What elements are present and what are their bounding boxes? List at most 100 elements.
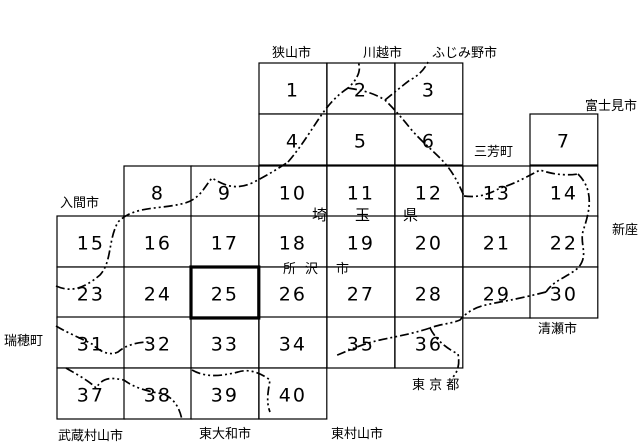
sheet-number-20: 20 [415,233,443,255]
place-musashimurayama: 武蔵村山市 [58,428,123,444]
overlay-tokoro: 所 [283,262,296,277]
sheet-cell-20[interactable] [394,215,464,268]
sheet-cell-24[interactable] [123,266,193,319]
sheet-number-7: 7 [557,131,571,153]
sheet-number-27: 27 [347,284,375,306]
sheet-cell-8[interactable] [123,165,193,218]
place-niiza: 新座 [612,222,638,238]
sheet-number-34: 34 [279,334,307,356]
sheet-number-6: 6 [422,131,436,153]
kiyose-boundary [429,291,547,329]
place-higashiyamato: 東大和市 [199,426,251,442]
sheet-number-1: 1 [286,80,300,102]
place-mizuho: 瑞穂町 [4,334,43,349]
sheet-number-33: 33 [211,334,239,356]
mizuho-boundary [55,325,151,355]
sheet-number-14: 14 [550,183,578,205]
sheet-cell-21[interactable] [462,215,532,268]
sheet-number-32: 32 [144,334,172,356]
place-kawagoe: 川越市 [363,45,402,61]
sheet-number-4: 4 [286,131,300,153]
tokorozawa-south-boundary [334,327,431,357]
sheet-cell-12[interactable] [394,165,464,218]
sheet-number-5: 5 [354,131,368,153]
sheet-number-12: 12 [415,183,443,205]
higashimurayama-boundary [429,327,460,379]
sheet-number-38: 38 [144,385,172,407]
place-fujimi: 富士見市 [585,98,637,114]
municipal-boundaries [55,61,591,421]
place-labels: 狭山市 川越市 ふじみ野市 富士見市 三芳町 入間市 新座 瑞穂町 清瀬市 東 … [4,45,638,444]
sheet-cell-3[interactable] [394,62,464,115]
sheet-number-22: 22 [550,233,578,255]
sheet-number-26: 26 [279,284,307,306]
fujimino-boundary [384,61,429,101]
place-fujimino: ふじみ野市 [432,45,497,61]
sheet-number-16: 16 [144,233,172,255]
overlay-tama: 玉 [355,206,370,224]
sheet-number-35: 35 [347,334,375,356]
sheet-number-11: 11 [347,183,375,205]
place-iruma: 入間市 [60,195,99,211]
sheet-cell-33[interactable] [190,316,260,369]
musashimurayama-boundary [65,367,183,421]
overlay-shi: 市 [336,261,349,277]
sheet-cell-5[interactable] [326,113,396,166]
sheet-cell-1[interactable] [258,62,328,115]
overlay-sawa: 沢 [305,262,318,277]
higashiyamato-boundary [191,369,271,413]
sheet-cell-39[interactable] [190,367,260,420]
miyoshi-boundary [463,169,579,198]
sheet-cell-22[interactable] [529,215,599,268]
sheet-cell-37[interactable] [56,367,126,420]
sheet-cell-36[interactable] [394,316,464,369]
sheet-cell-15[interactable] [56,215,126,268]
sheet-number-10: 10 [279,183,307,205]
place-higashimurayama: 東村山市 [331,426,383,442]
sheet-cell-9[interactable] [190,165,260,218]
sheet-cell-38[interactable] [123,367,193,420]
sheet-cell-34[interactable] [258,316,328,369]
sheet-cell-2[interactable] [326,62,396,115]
sheet-cell-13[interactable] [462,165,532,218]
place-kiyose: 清瀬市 [538,321,577,337]
sheet-number-8: 8 [151,183,165,205]
place-tokyo: 東 京 都 [412,377,459,393]
sheet-cell-11[interactable] [326,165,396,218]
sayama-boundary [287,61,361,163]
sheet-number-40: 40 [279,385,307,407]
sheet-number-39: 39 [211,385,239,407]
overlay-ken: 県 [403,206,418,224]
sheet-number-17: 17 [211,233,239,255]
sheet-number-30: 30 [550,284,578,306]
sheet-cell-25[interactable] [190,266,260,319]
sheet-number-37: 37 [77,385,105,407]
place-miyoshi: 三芳町 [474,145,513,160]
sheet-number-3: 3 [422,80,436,102]
sheet-cell-17[interactable] [190,215,260,268]
sheet-number-25: 25 [211,284,239,306]
sheet-cell-16[interactable] [123,215,193,268]
sheet-number-29: 29 [483,284,511,306]
sheet-number-28: 28 [415,284,443,306]
niiza-boundary [545,173,591,293]
sheet-number-23: 23 [77,284,105,306]
sheet-number-24: 24 [144,284,172,306]
sheet-number-31: 31 [77,334,105,356]
sheet-cell-28[interactable] [394,266,464,319]
selected-sheet-frame [189,265,261,320]
sheet-number-15: 15 [77,233,105,255]
sheet-cell-35[interactable] [326,316,396,369]
saitama-tokyo-boundary [55,161,289,290]
sheet-cell-7[interactable] [529,113,599,166]
sheet-cell-19[interactable] [326,215,396,268]
sheet-number-19: 19 [347,233,375,255]
kawagoe-boundary [347,87,465,197]
sheet-number-21: 21 [483,233,511,255]
sheet-cell-18[interactable] [258,215,328,268]
overlay-sai: 埼 [312,206,327,224]
sheet-number-9: 9 [218,183,232,205]
overlay-labels: 埼 玉 県 所 沢 市 [283,206,418,277]
